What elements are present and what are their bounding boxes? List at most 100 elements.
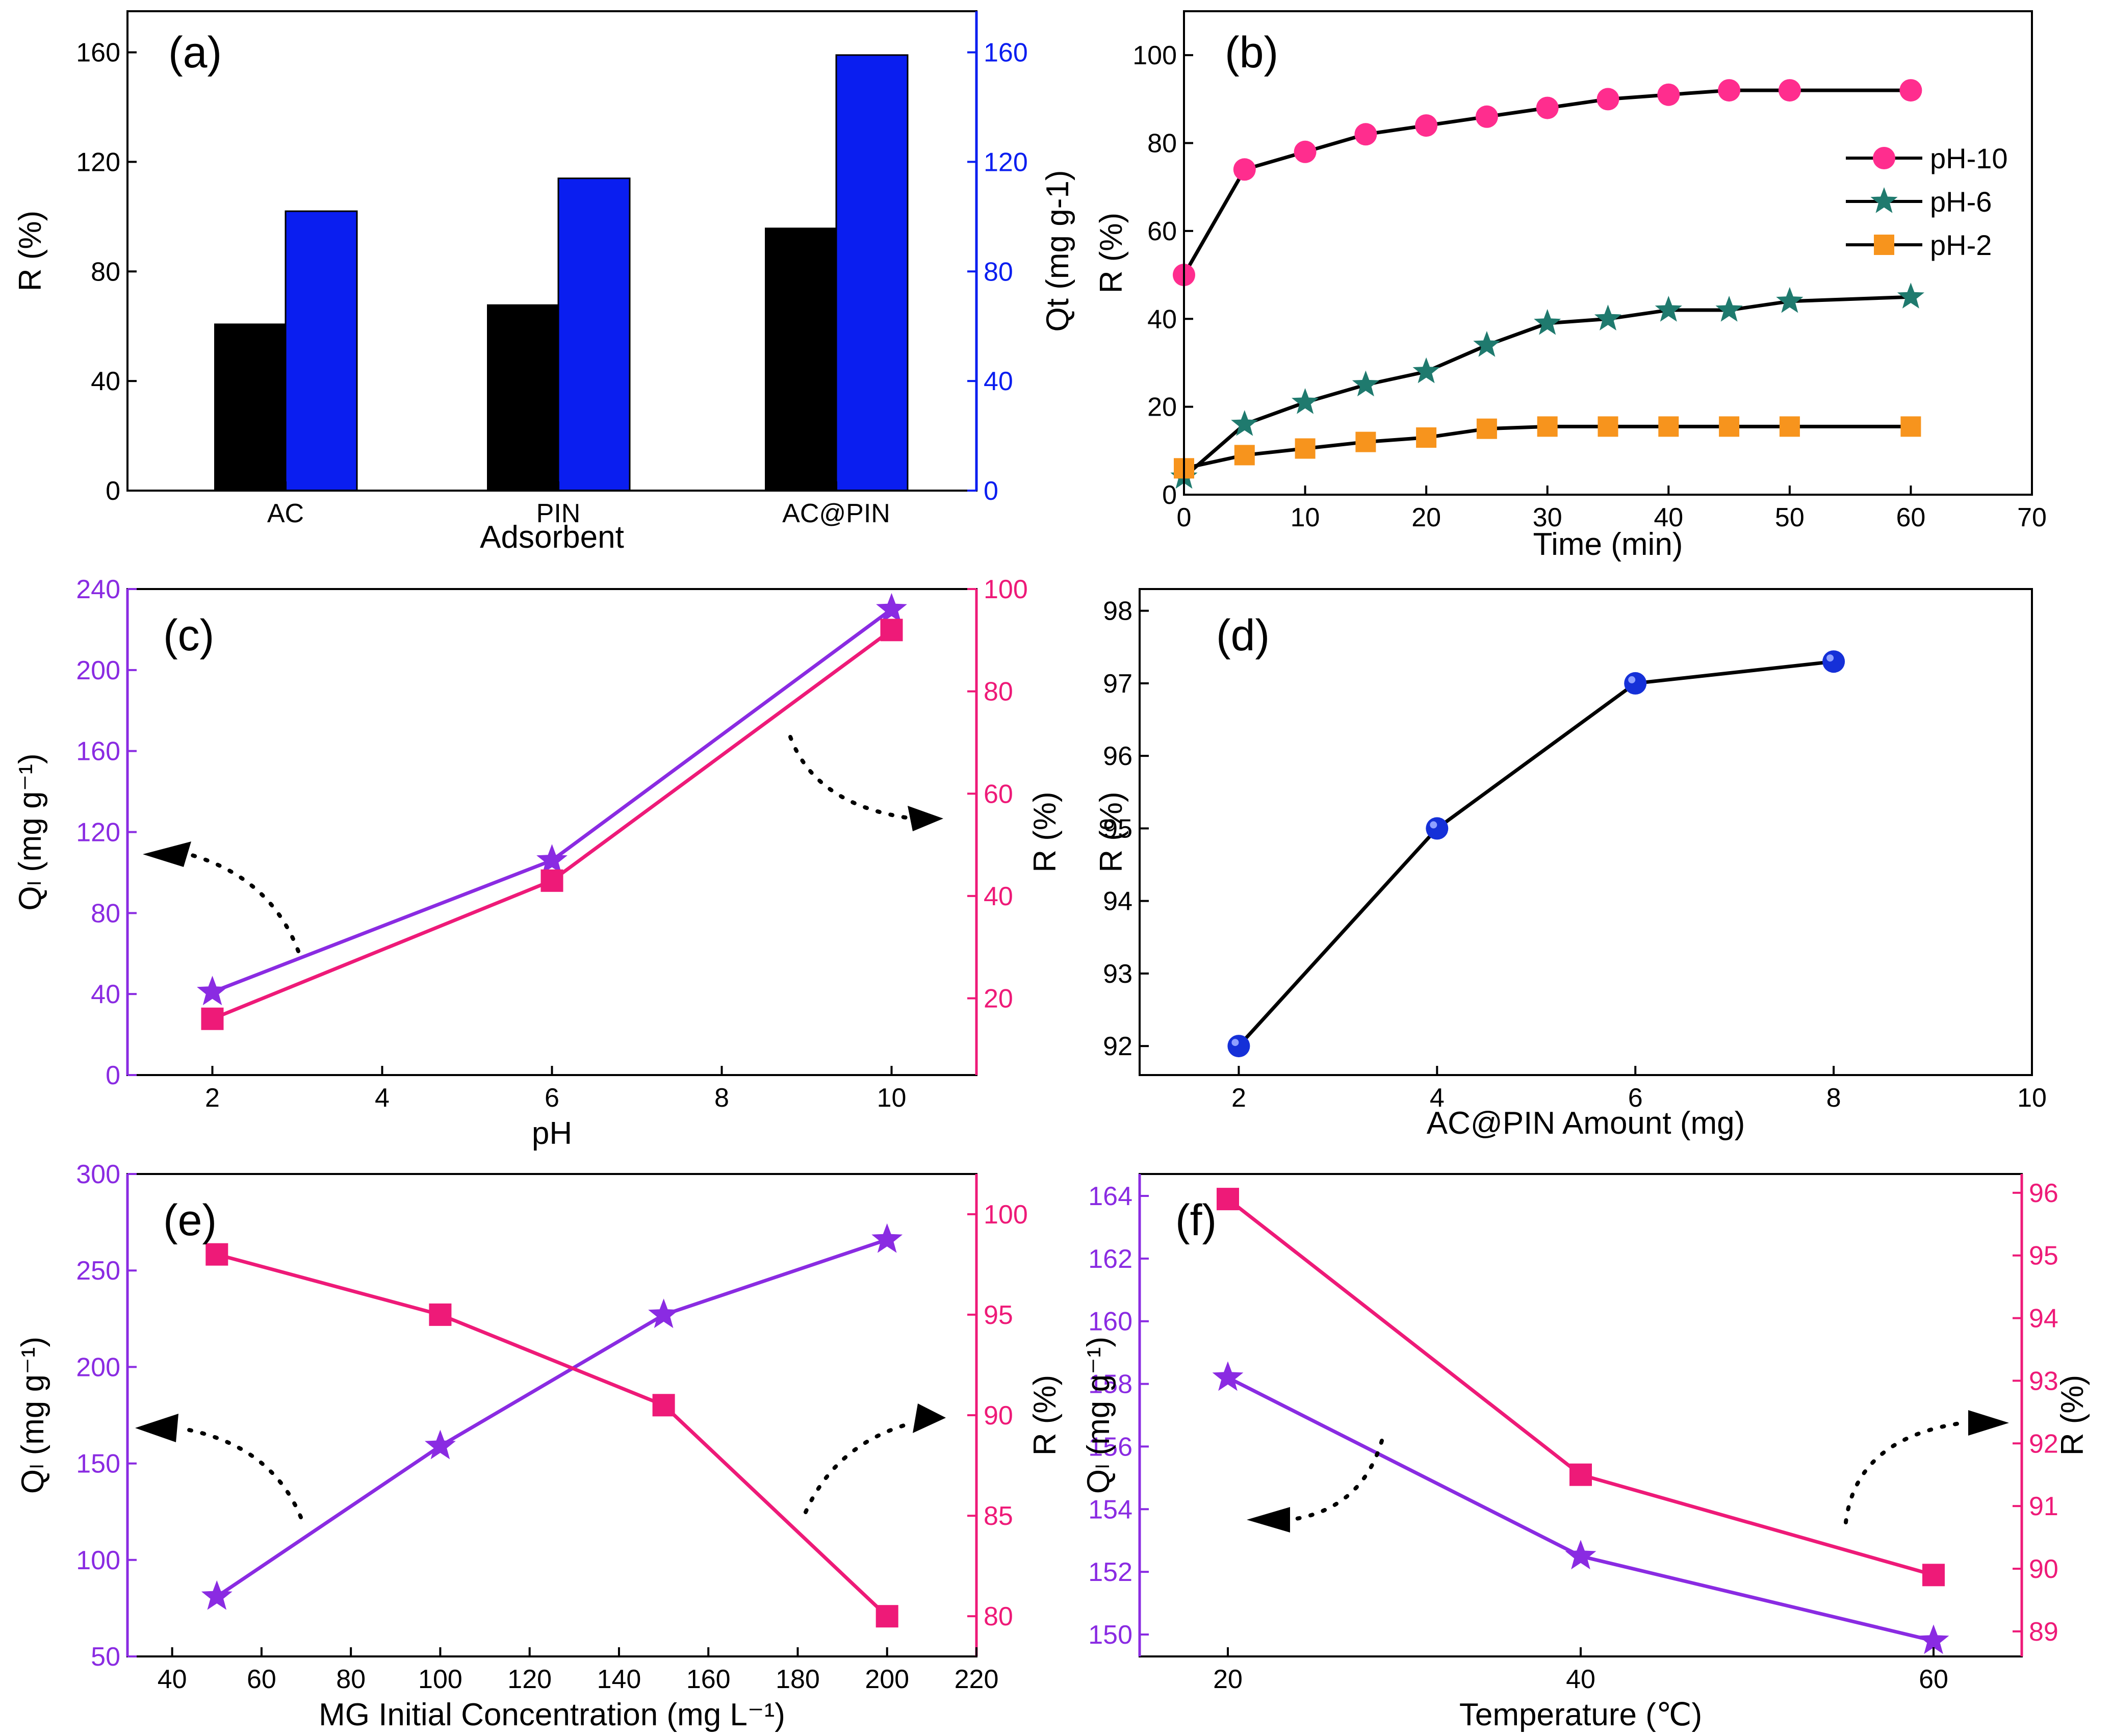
data-point-ph2 [1355, 431, 1376, 452]
y-tick-label: 94 [1103, 887, 1132, 916]
x-tick-label: 100 [418, 1665, 462, 1694]
y-tick-label: 80 [91, 257, 120, 287]
y2-tick-label: 96 [2029, 1179, 2058, 1208]
y-axis-title: R (%) [1094, 792, 1129, 872]
data-point-ph2 [1658, 416, 1679, 437]
y2-tick-label: 95 [2029, 1241, 2058, 1271]
data-point-ph2 [1719, 416, 1740, 437]
pointer-arrow-0-dots [1288, 1439, 1384, 1522]
y2-tick-label: 0 [984, 476, 998, 506]
plot-frame [1139, 588, 2033, 1076]
y2-tick-label: 120 [984, 147, 1028, 177]
r-data-point [1922, 1564, 1945, 1587]
r-data-point [540, 869, 563, 892]
x-tick-label: 120 [507, 1665, 552, 1694]
y2-tick-label: 60 [984, 779, 1013, 809]
panel-label: (b) [1225, 28, 1278, 77]
y-tick-label: 160 [1088, 1307, 1132, 1337]
y-tick-label: 150 [1088, 1620, 1132, 1650]
r-data-point [201, 1007, 224, 1030]
category-label: PIN [536, 499, 581, 528]
bar-qt [835, 54, 909, 492]
data-point-ph6 [1594, 304, 1622, 330]
series-line-pH-6 [1182, 295, 1911, 479]
data-point-ph10 [1718, 79, 1741, 102]
y2-tick-label: 85 [984, 1501, 1013, 1531]
y2-tick-label: 95 [984, 1300, 1013, 1330]
panel-label: (c) [163, 611, 214, 660]
x-tick-label: 50 [1775, 503, 1805, 532]
x-tick-label: 8 [714, 1083, 729, 1113]
bar-r [214, 323, 286, 491]
x-tick-label: 200 [865, 1665, 909, 1694]
y-tick-label: 240 [76, 575, 120, 604]
q-series-line [216, 1238, 888, 1598]
q-data-point [1918, 1624, 1949, 1654]
q-data-point [871, 1223, 903, 1253]
y-tick-label: 40 [91, 367, 120, 396]
data-point-ph6 [1715, 296, 1743, 322]
y2-tick-label: 80 [984, 1602, 1013, 1631]
pointer-arrow-1-dots [788, 735, 915, 821]
y2-tick-label: 160 [984, 38, 1028, 68]
y2-tick-label: 40 [984, 367, 1013, 396]
r-data-point [880, 619, 903, 642]
data-point-highlight [1231, 1039, 1239, 1046]
y-tick-label: 96 [1103, 742, 1132, 771]
bar-r [487, 304, 558, 491]
data-point-ph6 [1655, 296, 1682, 322]
x-tick-label: 180 [776, 1665, 820, 1694]
y2-tick-label: 90 [984, 1401, 1013, 1431]
x-axis-title: pH [532, 1116, 572, 1151]
data-point [1624, 672, 1647, 695]
y-axis-title: Qₗ (mg g⁻¹) [1081, 1337, 1116, 1494]
r-data-point [652, 1394, 675, 1417]
y2-tick-label: 100 [984, 575, 1028, 604]
data-point-ph10 [1354, 123, 1377, 146]
chart-b: 0 20 40 60 80 100 0 10 20 30 40 50 60 70 (b) Time (min)… [1094, 10, 2047, 562]
y-tick-label: 92 [1103, 1032, 1132, 1061]
x-tick-label: 2 [205, 1083, 220, 1113]
q-data-point [201, 1580, 233, 1610]
data-point-ph2 [1598, 416, 1618, 437]
panel-label: (e) [163, 1196, 217, 1245]
q-data-point [197, 976, 228, 1006]
data-point-ph2 [1234, 445, 1255, 466]
r-data-point [875, 1605, 898, 1628]
data-point-ph10 [1233, 158, 1256, 181]
y-axis-title: Qₗ (mg g⁻¹) [13, 753, 48, 910]
data-point-ph2 [1476, 418, 1497, 439]
y2-tick-label: 91 [2029, 1492, 2058, 1521]
x-tick-label: 60 [1896, 503, 1926, 532]
data-point-ph6 [1292, 388, 1319, 414]
y2-tick-label: 40 [984, 882, 1013, 911]
legend-label: pH-6 [1930, 186, 1992, 218]
r-data-point [1569, 1463, 1592, 1486]
data-point-ph10 [1657, 83, 1680, 106]
x-tick-label: 4 [1430, 1083, 1445, 1113]
y-tick-label: 60 [1147, 217, 1177, 246]
pointer-arrow-0-head [1247, 1507, 1290, 1533]
x-tick-label: 10 [1291, 503, 1320, 532]
x-tick-label: 40 [158, 1665, 187, 1694]
chart-e: 50 100 150 200 250 300 80 85 90 95 100 40 60 80 100 120… [15, 1160, 1063, 1732]
legend-label: pH-10 [1930, 142, 2008, 174]
data-point-ph6 [1534, 309, 1561, 335]
data-point-ph6 [1473, 331, 1501, 357]
y2-tick-label: 90 [2029, 1554, 2058, 1584]
y-tick-label: 0 [106, 1061, 120, 1090]
x-tick-label: 80 [336, 1665, 366, 1694]
data-point-ph10 [1294, 140, 1317, 163]
chart-f: 150 152 154 156 158 160 162 164 89 90 91 92 93 94 95 96… [1081, 1173, 2090, 1732]
data-point-ph10 [1596, 88, 1619, 111]
data-point-ph10 [1899, 79, 1922, 102]
legend-marker-ph6 [1870, 187, 1898, 213]
y-axis-title: R (%) [13, 211, 48, 291]
y-tick-label: 158 [1088, 1370, 1132, 1399]
q-data-point [648, 1298, 679, 1329]
panel-label: (a) [168, 28, 222, 77]
chart-c: 0 40 80 120 160 200 240 20 40 60 80 100 2 4 6 8 10 (c) pH Q… [13, 575, 1063, 1151]
category-label: AC@PIN [782, 499, 890, 528]
